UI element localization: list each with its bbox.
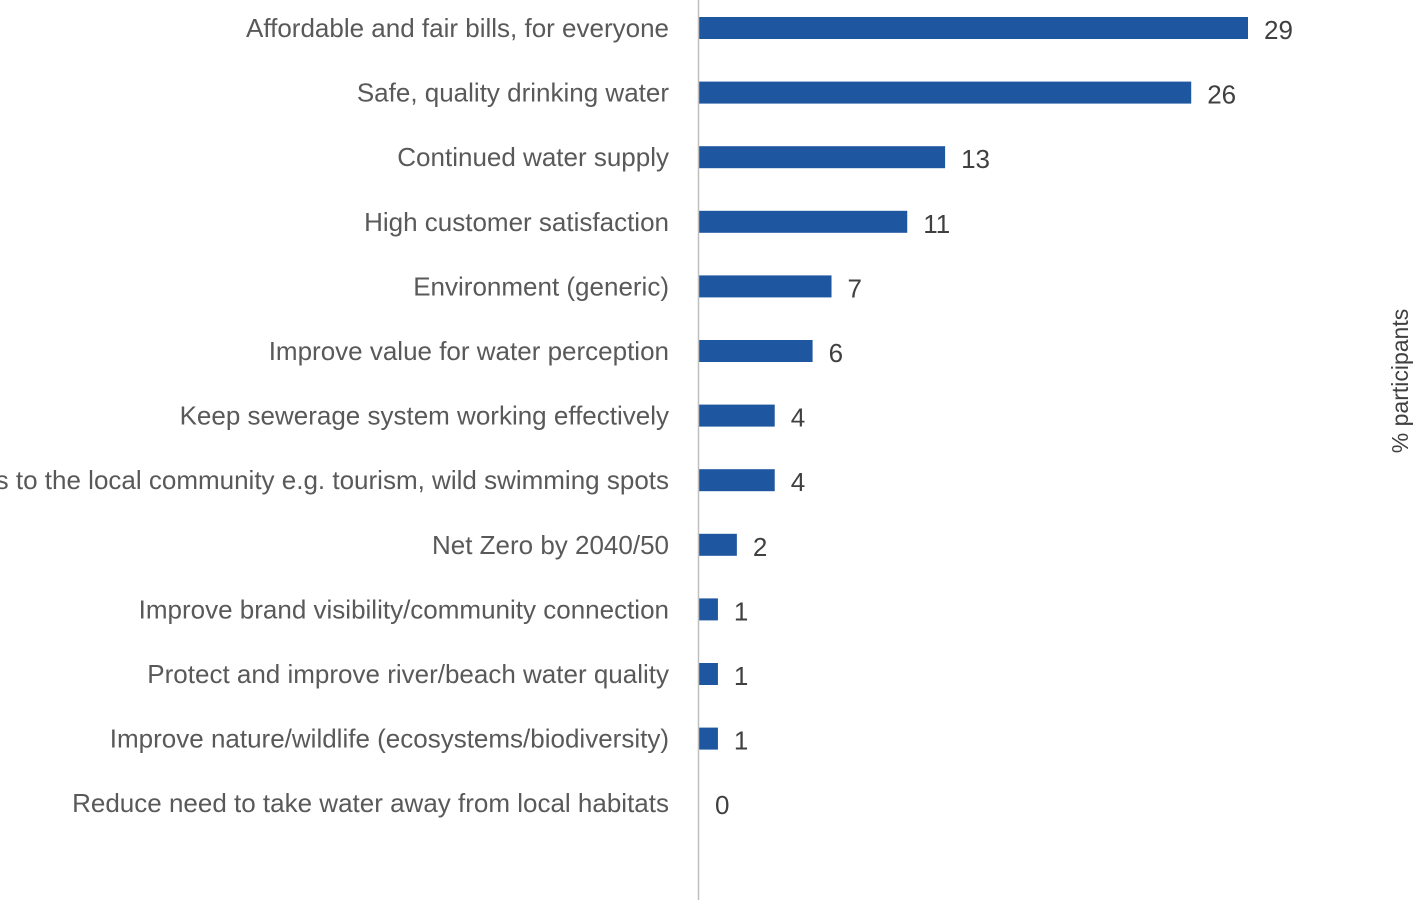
value-label: 7	[848, 273, 862, 303]
bar	[699, 404, 775, 427]
value-label: 0	[715, 790, 729, 820]
value-label: 29	[1264, 15, 1293, 45]
value-label: 1	[734, 726, 748, 756]
category-label: Improve brand visibility/community conne…	[139, 594, 669, 624]
category-label: Continued water supply	[397, 142, 669, 172]
value-label: 26	[1207, 80, 1236, 110]
bar	[699, 17, 1248, 39]
value-axis-title: % participants	[1387, 309, 1413, 453]
category-label: Net Zero by 2040/50	[432, 530, 669, 560]
category-label: Protect and improve river/beach water qu…	[147, 659, 669, 689]
category-label: Improve value for water perception	[269, 336, 669, 366]
category-label: Environment (generic)	[413, 271, 669, 301]
bar	[699, 598, 718, 621]
category-label: High customer satisfaction	[364, 207, 669, 237]
bar	[699, 275, 832, 298]
value-label: 13	[961, 144, 990, 174]
value-label: 1	[734, 661, 748, 691]
bar	[699, 663, 718, 685]
value-label: 4	[791, 467, 805, 497]
bar	[699, 340, 813, 362]
value-label: 2	[753, 532, 767, 562]
category-label: Affordable and fair bills, for everyone	[246, 13, 669, 43]
bar	[699, 727, 718, 750]
category-label: Benefits to the local community e.g. tou…	[0, 465, 669, 495]
value-label: 11	[923, 209, 950, 239]
category-label: Keep sewerage system working effectively	[180, 401, 669, 431]
bar	[699, 469, 775, 492]
category-label: Improve nature/wildlife (ecosystems/biod…	[110, 724, 669, 754]
bars	[699, 17, 1248, 750]
category-label: Safe, quality drinking water	[357, 78, 670, 108]
category-label: Reduce need to take water away from loca…	[72, 788, 669, 818]
bar	[699, 146, 946, 169]
bar	[699, 81, 1192, 104]
bar	[699, 533, 737, 556]
value-label: 4	[791, 403, 805, 433]
bar	[699, 210, 908, 233]
category-labels: Affordable and fair bills, for everyone S…	[0, 13, 669, 818]
value-label: 1	[734, 596, 748, 626]
value-label: 6	[829, 338, 843, 368]
